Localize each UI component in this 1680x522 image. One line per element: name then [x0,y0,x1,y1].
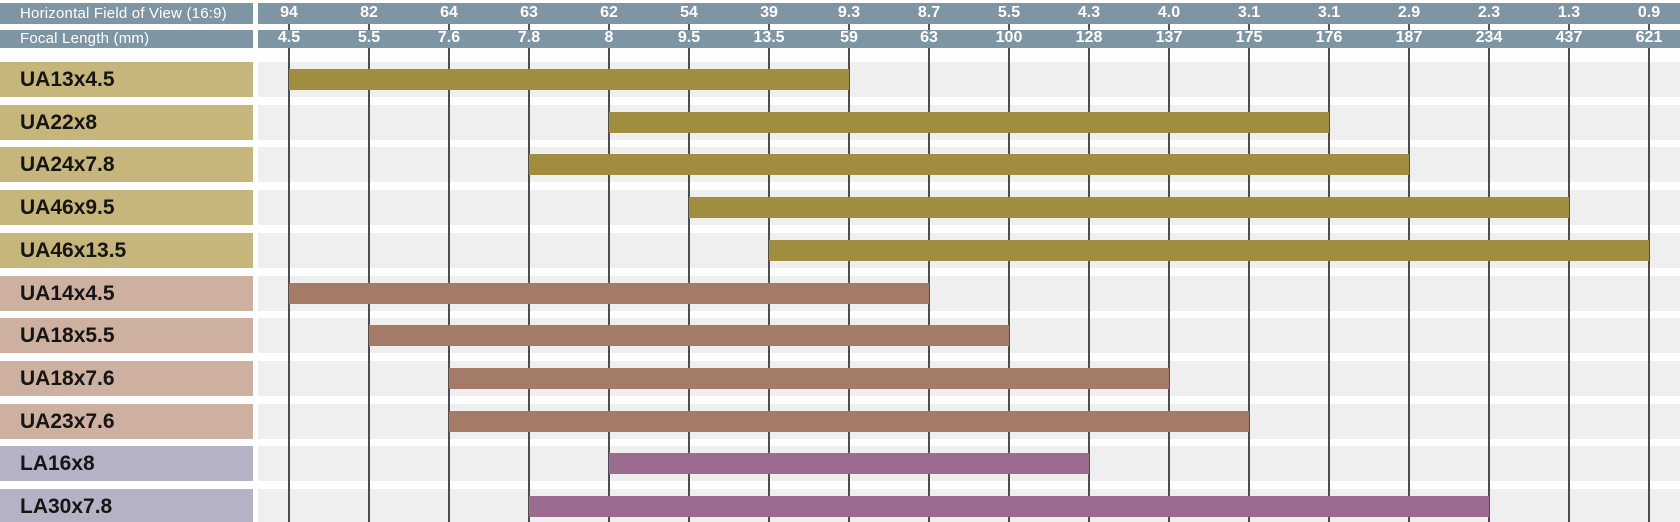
hfov-tick-value: 9.3 [837,4,861,21]
focal-range-bar [609,453,1089,475]
focal-tick-value: 9.5 [677,29,701,46]
hfov-tick-value: 4.0 [1157,4,1181,21]
hfov-tick-value: 62 [600,4,618,21]
header-tick-mark [928,24,930,30]
hfov-tick-value: 0.9 [1637,4,1661,21]
header-tick-mark [1248,24,1250,30]
focal-tick-value: 7.6 [437,29,461,46]
focal-tick-value: 137 [1155,29,1183,46]
header-tick-mark [688,24,690,30]
header-tick-mark [1568,24,1570,30]
lens-row-label: UA14x4.5 [0,275,253,311]
focal-length-header-label: Focal Length (mm) [0,30,253,48]
focal-range-bar [529,496,1489,517]
focal-range-bar [609,111,1329,133]
focal-tick-value: 13.5 [753,29,785,46]
focal-tick-value: 437 [1555,29,1583,46]
vertical-gridline [1008,48,1010,522]
lens-row-label: UA24x7.8 [0,147,253,183]
focal-tick-value: 4.5 [277,29,301,46]
header-tick-mark [1168,24,1170,30]
hfov-tick-value: 3.1 [1237,4,1261,21]
hfov-tick-value: 1.3 [1557,4,1581,21]
header-tick-mark [1488,24,1490,30]
focal-tick-value: 234 [1475,29,1503,46]
focal-tick-value: 5.5 [357,29,381,46]
lens-row-label: LA30x7.8 [0,489,253,522]
hfov-tick-value: 39 [760,4,778,21]
hfov-header-label: Horizontal Field of View (16:9) [0,3,253,24]
focal-tick-value: 100 [995,29,1023,46]
vertical-gridline [1648,48,1650,522]
focal-range-bar [529,154,1409,176]
lens-row-label: UA18x7.6 [0,360,253,396]
vertical-gridline [928,48,930,522]
focal-values-strip: 4.5 5.5 7.6 7.8 8 9.5 13.5 59 63 100 128 137 175 176 1… [258,29,1680,48]
header-tick-mark [1328,24,1330,30]
header-tick-mark [288,24,290,30]
vertical-gridline [1088,48,1090,522]
hfov-tick-value: 64 [440,4,458,21]
focal-tick-value: 187 [1395,29,1423,46]
hfov-tick-value: 63 [520,4,538,21]
lens-row-label: UA23x7.6 [0,403,253,439]
header-tick-mark [768,24,770,30]
header-tick-mark [1648,24,1650,30]
focal-tick-value: 621 [1635,29,1663,46]
hfov-values-strip: 94 82 64 63 62 54 39 9.3 8.7 5.5 4.3 4.0 3.1 3.1 2.9 2.… [258,3,1680,24]
focal-range-bar [369,325,1009,347]
hfov-tick-value: 5.5 [997,4,1021,21]
focal-tick-value: 175 [1235,29,1263,46]
focal-tick-value: 63 [920,29,938,46]
header-tick-mark [448,24,450,30]
header-tick-mark [368,24,370,30]
lens-row-label: UA46x9.5 [0,190,253,226]
header-tick-mark [848,24,850,30]
header-tick-mark [1408,24,1410,30]
focal-range-bar [289,69,849,90]
focal-range-bar [449,367,1169,389]
vertical-gridline [1168,48,1170,522]
header-tick-mark [608,24,610,30]
hfov-tick-value: 94 [280,4,298,21]
hfov-tick-value: 2.9 [1397,4,1421,21]
header-tick-mark [1008,24,1010,30]
header-tick-mark [528,24,530,30]
header-tick-mark [1088,24,1090,30]
lens-row-label: UA46x13.5 [0,232,253,268]
vertical-gridline [1488,48,1490,522]
vertical-gridline [1248,48,1250,522]
vertical-gridline [1328,48,1330,522]
focal-tick-value: 128 [1075,29,1103,46]
hfov-tick-value: 2.3 [1477,4,1501,21]
focal-range-bar [689,197,1569,219]
vertical-gridline [1568,48,1570,522]
focal-tick-value: 8 [604,29,614,46]
focal-range-bar [769,239,1649,261]
lens-row-label: UA22x8 [0,104,253,140]
hfov-tick-value: 4.3 [1077,4,1101,21]
focal-range-bar [289,282,929,304]
hfov-tick-value: 54 [680,4,698,21]
focal-range-bar [449,410,1249,432]
vertical-gridline [1408,48,1410,522]
hfov-tick-value: 3.1 [1317,4,1341,21]
focal-tick-value: 59 [840,29,858,46]
focal-tick-value: 7.8 [517,29,541,46]
lens-row-label: LA16x8 [0,446,253,482]
lens-row-label: UA13x4.5 [0,62,253,97]
hfov-tick-value: 82 [360,4,378,21]
hfov-tick-value: 8.7 [917,4,941,21]
focal-tick-value: 176 [1315,29,1343,46]
lens-row-label: UA18x5.5 [0,318,253,354]
